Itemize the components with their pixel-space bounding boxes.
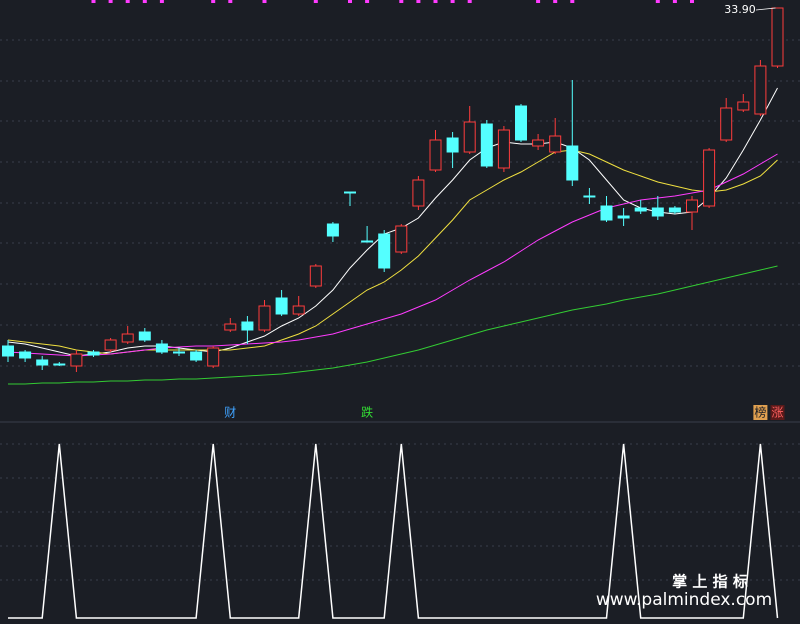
candle-body [395,225,408,253]
candle-body [668,207,681,213]
candle-body [634,207,647,212]
high-value-label: 33.90 [724,3,756,16]
annotation: 财 [224,406,236,420]
annotation-box [770,405,785,420]
top-marker [365,0,370,3]
candle-body [173,351,185,354]
candle-body [344,191,356,194]
candle-body [224,323,237,331]
top-marker [553,0,558,3]
candle-body [583,195,596,198]
candle-body [412,179,425,207]
candle-body [515,105,527,141]
candle-body [207,347,220,367]
candle-body [617,215,630,219]
candle-body [600,205,613,221]
candle-body [361,240,374,243]
top-marker [690,0,694,3]
candle-body [480,123,493,167]
annotation: 跌 [361,405,373,420]
candle-body [532,139,545,147]
candle-body [497,129,510,169]
candle-body [378,233,391,269]
annotation-box [223,405,238,420]
candle-body [720,107,733,141]
candle-body [155,343,168,353]
candle-body [19,351,32,359]
candle-body [771,7,784,67]
candle-body [292,305,305,315]
candle-body [2,345,14,357]
candle-body [87,351,100,356]
watermark-title: 掌 上 指 标 [672,573,748,591]
signal-line [8,443,779,619]
top-marker [433,0,438,3]
candle-body [121,333,134,343]
annotation-box [360,405,375,420]
candle-body [138,331,151,341]
candle-body [703,149,716,207]
candle-body [463,121,476,153]
candle-body [70,353,83,367]
candle-body [309,265,322,287]
candle-body [566,145,579,181]
candle-body [53,363,66,366]
top-marker [570,0,575,3]
top-marker [313,0,318,3]
top-marker [416,0,421,3]
candle-body [754,65,767,115]
top-marker [450,0,455,3]
grid [0,39,800,581]
top-marker [159,0,164,3]
top-marker [108,0,113,3]
candle-body [104,339,117,351]
ma-line [7,153,778,357]
candle-body [446,137,459,153]
candle-body [258,305,271,331]
top-marker [399,0,404,3]
candle-body [686,199,698,213]
top-marker [467,0,472,3]
top-marker [672,0,677,3]
candle-body [275,297,288,315]
top-marker [91,0,96,3]
top-marker [655,0,660,3]
top-marker [125,0,130,3]
candle-body [326,223,339,237]
candle-body [36,359,49,366]
candle-body [549,135,562,153]
candle-body [241,321,254,331]
annotation: 榜 [754,405,766,420]
candle-body [737,101,750,111]
candle-body [429,139,442,171]
plot: 33.90 财 跌 榜涨 [2,0,785,619]
top-marker [211,0,216,3]
watermark-url: www.palmindex.com [596,590,772,610]
label-pointer [755,7,776,11]
ma-line [8,265,778,385]
annotation-box [753,405,768,420]
top-marker [262,0,267,3]
top-marker [536,0,541,3]
candle-body [190,351,203,361]
top-marker [228,0,233,3]
top-marker [348,0,352,3]
top-marker [142,0,147,3]
candle-body [651,207,664,217]
annotation: 涨 [771,405,783,420]
ma-line [7,87,778,357]
